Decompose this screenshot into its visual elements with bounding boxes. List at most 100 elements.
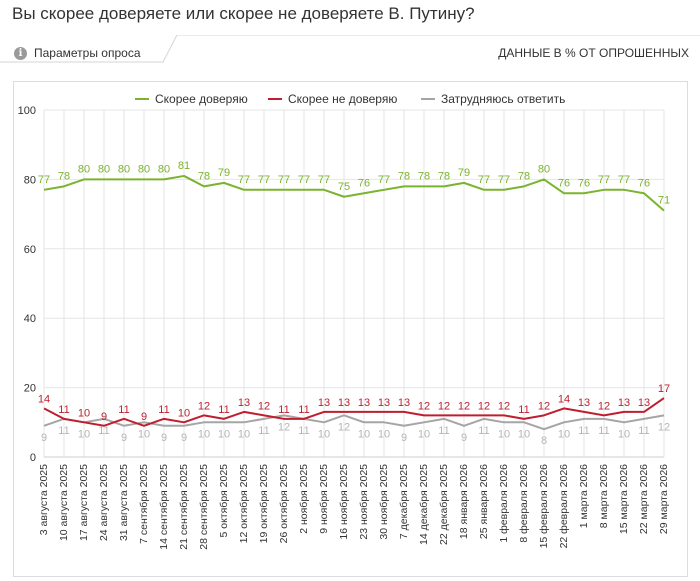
x-tick-label: 2 ноября 2025 [298,464,310,534]
survey-params-toggle[interactable]: i Параметры опроса [14,46,141,60]
data-label-trust: 75 [338,181,350,193]
legend-item-undecided: Затрудняюсь ответить [421,92,565,106]
chart-container: 0 20 40 60 80 100 3 августа 2025 10 августа 202… [13,81,688,577]
x-tick-label: 18 января 2026 [458,464,470,539]
data-label-undecided: 10 [318,428,330,440]
series-trust: 77 78 80 80 80 80 80 81 78 79 77 77 77 77 77 75 76 77 78 78… [38,160,670,212]
data-label-trust: 76 [358,177,370,189]
data-label-undecided: 12 [658,421,670,433]
data-label-distrust: 10 [178,407,190,419]
data-label-trust: 76 [558,177,570,189]
data-label-trust: 80 [78,163,90,175]
data-label-trust: 77 [258,174,270,186]
y-tick-label: 60 [24,244,36,256]
data-label-trust: 78 [198,170,210,182]
data-label-undecided: 11 [638,425,649,437]
y-tick-label: 100 [18,105,36,117]
data-label-trust: 77 [238,174,250,186]
x-tick-label: 9 ноября 2025 [318,464,330,534]
data-label-undecided: 10 [518,428,530,440]
x-tick-label: 22 марта 2026 [638,464,650,534]
x-tick-label: 10 августа 2025 [58,464,70,541]
data-label-distrust: 10 [78,407,90,419]
data-label-trust: 77 [278,174,290,186]
series-line-distrust [43,397,665,427]
data-label-undecided: 10 [78,428,90,440]
line-chart: 0 20 40 60 80 100 3 августа 2025 10 августа 202… [18,92,670,550]
data-label-trust: 78 [58,170,70,182]
data-label-undecided: 11 [98,425,109,437]
subheader-divider [0,35,700,63]
data-label-distrust: 13 [338,397,350,409]
data-label-distrust: 9 [141,411,147,423]
x-tick-label: 8 марта 2026 [598,464,610,528]
data-label-distrust: 13 [238,397,250,409]
data-label-undecided: 12 [338,421,350,433]
page-title: Вы скорее доверяете или скорее не доверя… [12,4,475,23]
x-tick-label: 23 ноября 2025 [358,464,370,540]
data-label-undecided: 10 [498,428,510,440]
info-icon: i [14,46,27,60]
data-label-distrust: 9 [101,411,107,423]
data-label-trust: 80 [98,163,110,175]
series-line-undecided [43,414,665,431]
data-label-undecided: 9 [461,432,467,444]
x-tick-label: 1 марта 2026 [578,464,590,528]
data-label-trust: 78 [518,170,530,182]
data-label-undecided: 11 [478,425,489,437]
x-tick-label: 15 марта 2026 [618,464,630,534]
data-label-trust: 77 [498,174,510,186]
legend-item-distrust: Скорее не доверяю [268,92,397,106]
data-label-distrust: 13 [398,397,410,409]
data-label-undecided: 8 [541,435,547,447]
x-tick-label: 24 августа 2025 [98,464,110,541]
x-tick-label: 7 декабря 2025 [398,464,410,539]
data-label-trust: 76 [578,177,590,189]
x-tick-label: 26 октября 2025 [278,464,290,544]
data-label-undecided: 10 [558,428,570,440]
x-tick-label: 31 августа 2025 [118,464,130,541]
y-axis: 0 20 40 60 80 100 [18,105,36,464]
data-label-distrust: 11 [218,404,229,416]
data-label-trust: 76 [638,177,650,189]
y-tick-label: 40 [24,313,36,325]
data-label-undecided: 9 [161,432,167,444]
x-tick-label: 7 сентября 2025 [138,464,150,544]
data-label-trust: 79 [218,167,230,179]
data-label-undecided: 10 [418,428,430,440]
data-label-trust: 80 [138,163,150,175]
x-tick-label: 14 декабря 2025 [418,464,430,545]
data-label-distrust: 13 [618,397,630,409]
data-label-undecided: 10 [378,428,390,440]
data-label-undecided: 11 [438,425,449,437]
data-label-undecided: 10 [238,428,250,440]
grid [43,109,665,458]
data-label-distrust: 14 [38,393,50,405]
data-label-trust: 81 [178,160,190,172]
series-line-trust [43,174,665,212]
data-label-distrust: 11 [518,404,529,416]
legend-item-trust: Скорее доверяю [135,92,248,106]
data-label-undecided: 11 [258,425,269,437]
x-tick-label: 22 декабря 2025 [438,464,450,545]
data-label-distrust: 14 [558,393,570,405]
data-label-distrust: 13 [358,397,370,409]
data-label-undecided: 9 [121,432,127,444]
data-label-trust: 77 [598,174,610,186]
data-label-trust: 78 [398,170,410,182]
data-label-distrust: 12 [418,400,430,412]
data-label-distrust: 11 [278,404,289,416]
data-label-distrust: 11 [298,404,309,416]
data-label-trust: 80 [118,163,130,175]
legend-label: Скорее не доверяю [288,92,397,106]
data-label-undecided: 10 [358,428,370,440]
data-label-undecided: 12 [278,421,290,433]
data-label-undecided: 10 [218,428,230,440]
data-label-trust: 77 [298,174,310,186]
data-label-trust: 77 [618,174,630,186]
series-distrust: 14 11 10 9 11 9 11 10 12 11 13 12 11 11 13 13 13 13 13 12 12… [38,383,670,427]
data-label-undecided: 10 [198,428,210,440]
data-label-trust: 77 [378,174,390,186]
data-label-distrust: 13 [378,397,390,409]
data-label-distrust: 13 [578,397,590,409]
